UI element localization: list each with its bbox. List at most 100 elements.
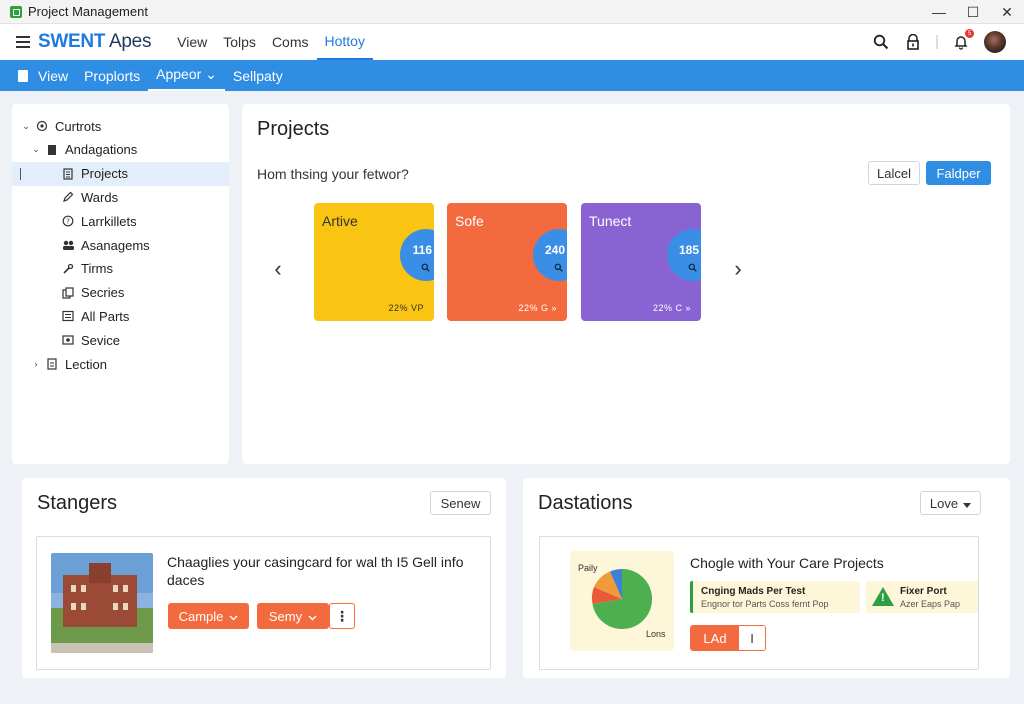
- project-card-title: Tunect: [589, 213, 632, 229]
- search-icon: [688, 263, 697, 275]
- warning-icon: [872, 587, 894, 606]
- pie-label-bottom: Lons: [646, 629, 666, 639]
- more-options-icon[interactable]: ⋮: [329, 603, 355, 629]
- semy-label: Semy: [268, 608, 303, 624]
- window-title: Project Management: [28, 4, 148, 19]
- caret-icon[interactable]: ›: [34, 359, 38, 369]
- document-icon: [18, 69, 28, 82]
- pie-slice-green: [592, 568, 653, 629]
- toolbar-view[interactable]: View: [10, 60, 76, 91]
- sidebar-item-lection[interactable]: › Lection: [12, 352, 229, 376]
- sidebar-item-label: Asanagems: [81, 237, 150, 253]
- building-photo: [51, 553, 153, 653]
- minimize-button[interactable]: —: [932, 4, 946, 20]
- love-label: Love: [929, 495, 959, 511]
- sidebar-item-label: All Parts: [81, 308, 130, 324]
- title-bar: Project Management — ☐ ✕: [0, 0, 1024, 24]
- service-icon: [61, 333, 75, 347]
- sidebar-item-tirms[interactable]: Tirms: [12, 257, 229, 281]
- chevron-down-icon: [229, 609, 238, 624]
- project-card-tunect[interactable]: Tunect 185 22% C »: [581, 203, 701, 321]
- top-nav: View Tolps Coms Hottoy: [169, 24, 373, 60]
- brand-name-rest: Apes: [105, 31, 152, 52]
- copy-icon: [61, 286, 75, 300]
- project-card-sofe[interactable]: Sofe 240 22% G »: [447, 203, 567, 321]
- projects-panel: Projects Hom thsing your fetwor? Lalcel …: [242, 104, 1010, 464]
- senew-button[interactable]: Senew: [430, 491, 491, 515]
- sidebar-item-asanagems[interactable]: Asanagems: [12, 233, 229, 257]
- dashboards-content: Paily Lons Chogle with Your Care Project…: [539, 536, 979, 670]
- menu-icon[interactable]: [16, 36, 30, 48]
- chevron-down-icon: [963, 496, 972, 511]
- love-dropdown[interactable]: Love: [920, 491, 981, 515]
- sidebar-item-all-parts[interactable]: All Parts: [12, 304, 229, 328]
- nav-view[interactable]: View: [177, 34, 208, 50]
- sidebar-item-curtrots[interactable]: ⌄ Curtrots: [12, 114, 229, 138]
- brand-name-bold: SWENT: [38, 31, 106, 52]
- progress-circle: [667, 229, 701, 281]
- sidebar-item-label: Projects: [81, 166, 128, 182]
- sidebar-item-projects[interactable]: Projects: [12, 161, 229, 186]
- nav-hottoy[interactable]: Hottoy: [316, 24, 373, 60]
- file-icon: [45, 357, 59, 371]
- carousel-next-icon[interactable]: ›: [734, 256, 742, 281]
- projects-question: Hom thsing your fetwor?: [257, 166, 409, 182]
- toolbar-appeor-dropdown[interactable]: Appeor ⌄: [148, 60, 225, 91]
- lock-icon[interactable]: [904, 33, 922, 51]
- sidebar-item-label: Secries: [81, 285, 125, 301]
- sidebar-item-label: Tirms: [81, 261, 114, 277]
- project-card-footer: 22% G »: [518, 303, 557, 313]
- search-icon[interactable]: [872, 33, 890, 51]
- cancel-button[interactable]: Lalcel: [868, 161, 920, 185]
- close-button[interactable]: ✕: [1001, 3, 1013, 20]
- project-card-title: Artive: [322, 213, 358, 229]
- alert-card-1[interactable]: Cnging Mads Per Test Engnor tor Parts Co…: [690, 581, 860, 613]
- progress-circle: [400, 229, 434, 281]
- clipboard-icon: [61, 167, 75, 181]
- cample-dropdown[interactable]: Cample: [168, 603, 249, 629]
- avatar[interactable]: [984, 31, 1006, 53]
- lad-side-button[interactable]: I: [739, 626, 765, 650]
- semy-dropdown[interactable]: Semy: [257, 603, 329, 629]
- pie-slice-red: [591, 587, 622, 604]
- sidebar-item-sevice[interactable]: Sevice: [12, 328, 229, 352]
- window-controls: — ☐ ✕: [922, 0, 1024, 24]
- sidebar-item-secries[interactable]: Secries: [12, 281, 229, 305]
- toolbar-view-label: View: [38, 67, 69, 84]
- toolbar-proplorts[interactable]: Proplorts: [84, 67, 141, 84]
- gear-icon: [35, 119, 49, 133]
- sidebar-tree: ⌄ Curtrots ⌄ Andagations Projects Wards? Larrk…: [12, 104, 229, 464]
- toolbar-sellpaty[interactable]: Sellpaty: [232, 67, 283, 84]
- bell-icon[interactable]: 5: [952, 29, 974, 51]
- svg-text:?: ?: [66, 218, 70, 226]
- document-icon: [45, 143, 59, 157]
- sidebar-item-label: Andagations: [65, 142, 138, 158]
- lad-split-button[interactable]: LAd I: [690, 625, 766, 651]
- caret-icon[interactable]: ⌄: [22, 120, 30, 131]
- maximize-button[interactable]: ☐: [966, 3, 980, 20]
- cample-label: Cample: [178, 608, 224, 624]
- alert-card-2[interactable]: ! Fixer Port Azer Eaps Pap: [866, 581, 978, 613]
- project-card-footer: 22% VP: [388, 303, 424, 313]
- chevron-down-icon: [308, 609, 317, 624]
- nav-tolps[interactable]: Tolps: [223, 34, 256, 50]
- project-card-footer: 22% C »: [652, 303, 691, 313]
- caret-icon[interactable]: ⌄: [32, 144, 40, 155]
- alert-1-title: Cnging Mads Per Test: [701, 586, 806, 597]
- app-header: SWENT Apes View Tolps Coms Hottoy 5: [0, 24, 1024, 60]
- carousel-prev-icon[interactable]: ‹: [274, 256, 282, 281]
- project-card-artive[interactable]: Artive 116 22% VP: [314, 203, 434, 321]
- search-icon: [554, 263, 563, 275]
- brand-logo: SWENT Apes: [38, 31, 151, 53]
- sidebar-item-andagations[interactable]: ⌄ Andagations: [12, 138, 229, 162]
- nav-coms[interactable]: Coms: [271, 34, 309, 50]
- sidebar-item-larrkillets[interactable]: ? Larrkillets: [12, 209, 229, 233]
- primary-button[interactable]: Faldper: [926, 161, 991, 185]
- sidebar-item-label: Lection: [65, 356, 107, 372]
- sidebar-item-label: Curtrots: [55, 118, 102, 134]
- project-card-title: Sofe: [455, 213, 484, 229]
- alert-1-subtitle: Engnor tor Parts Coss fernt Pop: [701, 599, 829, 609]
- lad-button[interactable]: LAd: [691, 626, 739, 650]
- sidebar-item-wards[interactable]: Wards: [12, 185, 229, 209]
- pencil-icon: [61, 190, 75, 204]
